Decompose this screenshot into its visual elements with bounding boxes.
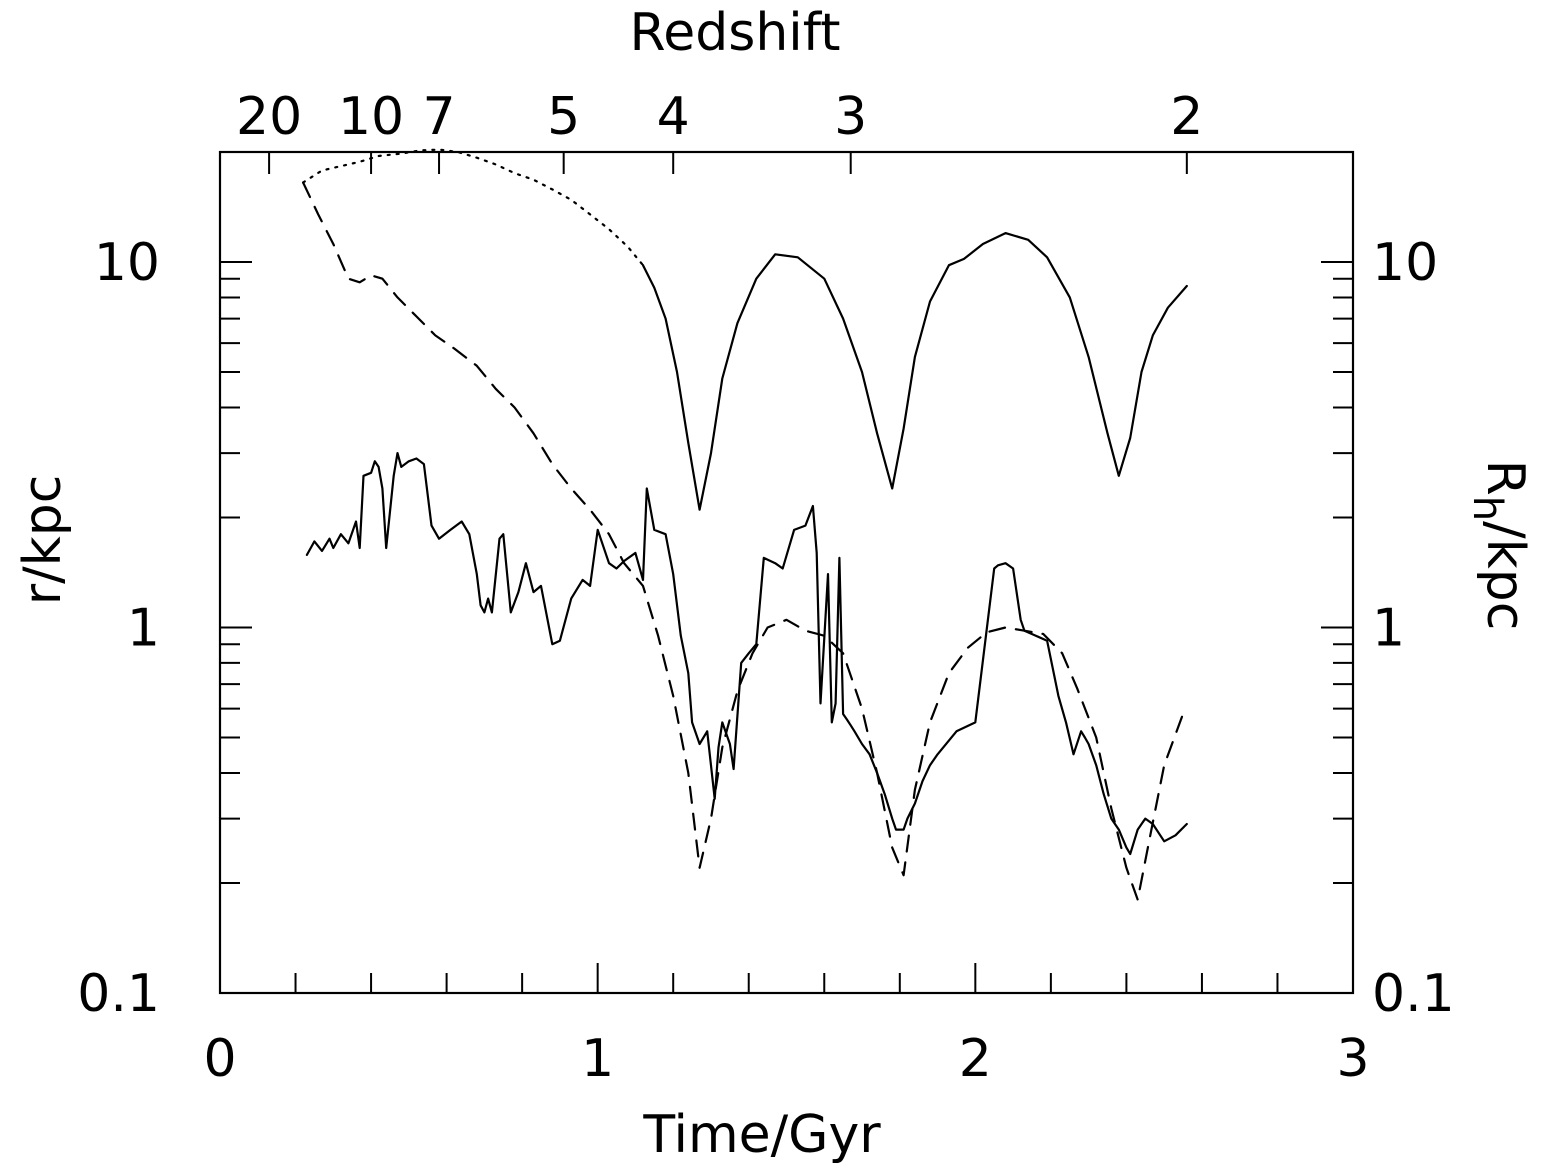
y-tick-label-left: 0.1 — [77, 964, 160, 1024]
axis-tick-labels: 0 1 2 3 20 10 7 5 4 3 2 0.1 0.1 1 1 10 10 — [77, 87, 1454, 1089]
series-line-dashed-2 — [302, 181, 1185, 901]
redshift-tick-label: 20 — [236, 87, 302, 147]
x-tick-label: 0 — [203, 1029, 236, 1089]
y-tick-label-right: 0.1 — [1372, 964, 1455, 1024]
x-tick-label: 1 — [581, 1029, 614, 1089]
plot-frame — [218, 150, 1355, 995]
top-axis-label: Redshift — [629, 3, 840, 63]
series-line-solid-3 — [305, 452, 1188, 856]
y-axis-label-right-main: Rh/kpc — [1464, 460, 1535, 631]
y-tick-label-right: 1 — [1372, 599, 1405, 659]
y-axis-label-right: Rh/kpc — [1464, 460, 1535, 631]
redshift-tick-label: 3 — [834, 87, 867, 147]
y-axis-label-left: r/kpc — [13, 475, 73, 606]
series-line-solid-1 — [641, 232, 1188, 511]
redshift-tick-label: 7 — [422, 87, 455, 147]
redshift-tick-label: 2 — [1170, 87, 1203, 147]
series-line-dotted-0 — [302, 148, 645, 267]
redshift-tick-label: 5 — [547, 87, 580, 147]
x-tick-label: 3 — [1336, 1029, 1369, 1089]
y-tick-label-right: 10 — [1372, 233, 1438, 293]
x-tick-label: 2 — [959, 1029, 992, 1089]
y-tick-label-left: 10 — [94, 233, 160, 293]
redshift-tick-label: 10 — [338, 87, 404, 147]
x-axis-label: Time/Gyr — [642, 1105, 881, 1165]
redshift-tick-label: 4 — [657, 87, 690, 147]
y-tick-label-left: 1 — [127, 599, 160, 659]
axis-ticks — [219, 151, 1354, 994]
data-series — [302, 148, 1188, 901]
